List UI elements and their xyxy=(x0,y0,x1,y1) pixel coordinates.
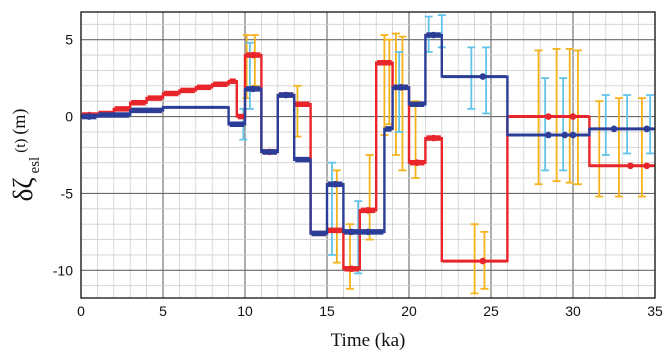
error-bar xyxy=(365,154,374,241)
error-bar xyxy=(345,223,354,290)
data-point-1 xyxy=(569,113,577,120)
error-bar xyxy=(646,94,655,155)
data-point-1 xyxy=(545,113,552,120)
data-point-1 xyxy=(627,162,634,170)
error-bar xyxy=(327,161,336,256)
error-bar xyxy=(411,100,420,179)
data-point-2 xyxy=(561,131,569,139)
y-tick-label: 5 xyxy=(65,32,73,48)
data-point-2 xyxy=(85,113,93,120)
error-bar xyxy=(552,48,561,183)
data-point-1 xyxy=(348,265,355,273)
data-point-1 xyxy=(479,257,487,265)
x-tick-label: 15 xyxy=(319,303,335,319)
y-axis-title-sub: esl xyxy=(27,157,43,174)
data-point-2 xyxy=(282,91,290,99)
data-point-2 xyxy=(610,125,618,133)
x-tick-label: 25 xyxy=(483,303,499,319)
data-point-2 xyxy=(348,228,355,236)
data-point-1 xyxy=(430,134,437,142)
plot-frame xyxy=(80,11,656,299)
error-bar xyxy=(601,94,610,156)
data-point-2 xyxy=(249,85,257,93)
data-point-2 xyxy=(479,73,487,80)
data-point-2 xyxy=(569,131,577,139)
error-bar xyxy=(354,200,363,275)
error-bar xyxy=(398,35,407,172)
error-bar xyxy=(559,77,568,172)
error-bars xyxy=(239,14,655,295)
data-point-2 xyxy=(545,131,552,139)
x-axis-title: Time (ka) xyxy=(331,330,406,351)
data-point-2 xyxy=(430,31,437,39)
error-bar xyxy=(637,97,646,198)
data-point-1 xyxy=(249,51,257,59)
data-point-2 xyxy=(643,125,651,133)
data-point-2 xyxy=(331,180,339,188)
data-point-1 xyxy=(413,159,421,166)
error-bar xyxy=(595,100,604,198)
error-bar xyxy=(467,46,476,110)
x-tick-label: 35 xyxy=(647,303,663,319)
series-lines xyxy=(81,31,655,273)
error-bar xyxy=(380,34,389,136)
y-axis-title: δζ esl (t) (m) xyxy=(8,109,43,202)
tick-labels: 0 5 10 15 20 25 30 35 5 0 -5 -10 xyxy=(53,32,663,319)
x-tick-label: 5 xyxy=(159,303,167,319)
y-tick-label: -10 xyxy=(53,262,73,278)
data-point-2 xyxy=(397,84,405,91)
data-point-2 xyxy=(364,228,372,236)
y-tick-label: 0 xyxy=(65,109,73,125)
error-bar xyxy=(623,94,632,155)
x-tick-label: 20 xyxy=(401,303,417,319)
error-bar xyxy=(395,51,404,133)
x-tick-label: 10 xyxy=(237,303,253,319)
error-bar xyxy=(482,46,491,115)
error-bar xyxy=(391,32,400,156)
x-tick-label: 30 xyxy=(565,303,581,319)
y-axis-title-main: δζ xyxy=(8,177,38,201)
data-point-1 xyxy=(364,207,372,214)
data-point-1 xyxy=(643,162,651,170)
y-tick-label: -5 xyxy=(61,185,74,201)
y-axis-title-unit: (m) xyxy=(9,109,30,135)
error-bar xyxy=(614,97,623,198)
error-bar xyxy=(541,77,550,172)
error-bar xyxy=(470,223,479,295)
y-axis-title-arg: (t) xyxy=(13,139,29,153)
x-tick-label: 0 xyxy=(77,303,85,319)
